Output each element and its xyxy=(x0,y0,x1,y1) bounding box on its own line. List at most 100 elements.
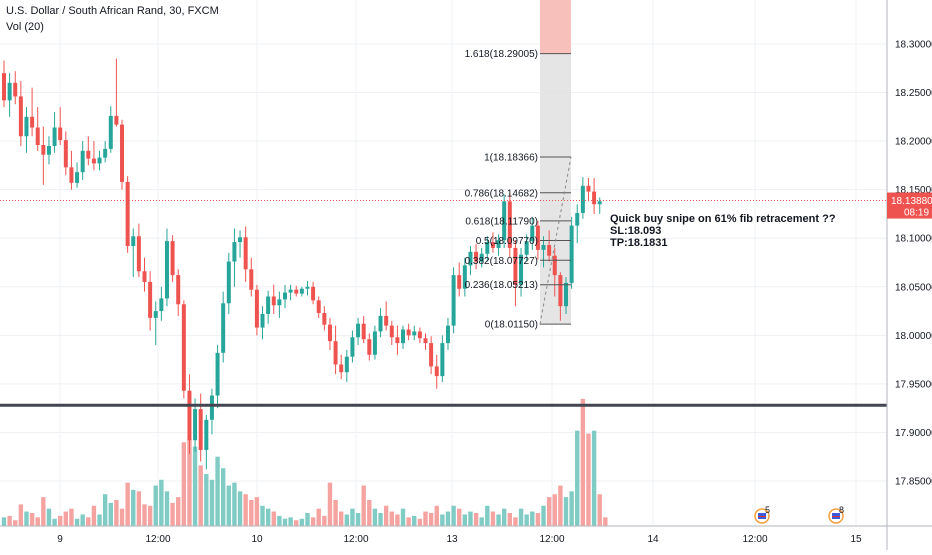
candle-body xyxy=(260,313,265,328)
candle-body xyxy=(575,212,580,226)
candle-body xyxy=(479,253,484,262)
volume-bar xyxy=(434,505,439,526)
fib-level-label: 0.786(18.14682) xyxy=(465,188,538,199)
candle-body xyxy=(502,201,507,241)
volume-bar xyxy=(29,513,35,526)
candle-body xyxy=(434,366,439,377)
candle-body xyxy=(294,289,299,294)
volume-bar xyxy=(462,514,468,526)
volume-bar xyxy=(288,517,293,526)
candle-body xyxy=(564,282,568,307)
symbol-title[interactable]: U.S. Dollar / South African Rand, 30, FX… xyxy=(6,5,219,17)
y-tick-label: 18.05000 xyxy=(895,282,932,293)
candle-body xyxy=(389,325,394,338)
candle-body xyxy=(136,236,141,272)
candle-body xyxy=(238,237,243,243)
candle-body xyxy=(429,343,434,367)
candle-body xyxy=(24,116,29,137)
candle-body xyxy=(316,300,321,313)
candle-body xyxy=(580,185,585,213)
candle-body xyxy=(142,271,147,282)
volume-bar xyxy=(552,494,557,526)
volume-bar xyxy=(530,511,535,526)
x-tick-label: 12:00 xyxy=(539,534,564,545)
candle-body xyxy=(204,419,209,450)
candle-body xyxy=(535,225,540,250)
candle-body xyxy=(333,341,338,365)
volume-bar xyxy=(58,515,63,526)
volume-bar xyxy=(597,494,602,526)
volume-indicator-label[interactable]: Vol (20) xyxy=(6,21,44,33)
candle-body xyxy=(440,343,445,377)
candle-body xyxy=(541,245,546,250)
volume-bar xyxy=(24,511,29,526)
x-tick-label: 15 xyxy=(850,534,862,545)
volume-bar xyxy=(417,518,423,526)
x-tick-label: 12:00 xyxy=(343,534,368,545)
note-stop-loss: SL:18.093 xyxy=(610,225,662,237)
candle-body xyxy=(86,150,91,159)
candle-body xyxy=(18,96,23,137)
volume-bar xyxy=(52,518,57,526)
volume-bar xyxy=(164,491,170,526)
candle-body xyxy=(401,329,406,344)
candle-body xyxy=(187,390,192,441)
volume-bar xyxy=(333,500,338,526)
candle-body xyxy=(496,240,501,248)
candle-body xyxy=(58,127,63,141)
volume-bar xyxy=(181,442,187,526)
note-line-1: Quick buy snipe on 61% fib retracement ?… xyxy=(610,213,836,225)
candle-body xyxy=(384,315,389,326)
volume-bar xyxy=(507,513,512,526)
volume-bar xyxy=(63,511,69,526)
volume-bar xyxy=(428,513,434,526)
candle-body xyxy=(277,299,282,306)
volume-bar xyxy=(159,479,164,526)
candle-body xyxy=(597,201,602,205)
volume-bar xyxy=(108,502,113,526)
y-tick-label: 18.00000 xyxy=(895,331,932,342)
volume-bar xyxy=(147,505,153,526)
volume-bar xyxy=(316,508,321,526)
volume-bar xyxy=(265,508,271,526)
volume-bar xyxy=(176,497,181,526)
fib-level-label: 0(18.01150) xyxy=(485,320,538,331)
candle-body xyxy=(30,116,35,128)
candle-body xyxy=(63,140,68,168)
price-tag-countdown: 08:19 xyxy=(904,208,929,219)
volume-bar xyxy=(187,439,192,526)
candle-body xyxy=(468,251,473,266)
candle-body xyxy=(176,275,181,305)
volume-bar xyxy=(102,494,108,526)
candle-body xyxy=(97,157,102,164)
x-tick-label: 13 xyxy=(446,534,458,545)
flag-stripe xyxy=(758,516,766,517)
candle-body xyxy=(114,115,119,125)
candle-body xyxy=(474,251,479,262)
grid-lines xyxy=(0,0,887,526)
volume-bar xyxy=(361,485,366,526)
candle-body xyxy=(13,82,18,97)
volume-bar xyxy=(46,508,52,526)
volume-bar xyxy=(13,520,18,526)
volume-bar xyxy=(260,505,265,526)
x-tick-label: 10 xyxy=(251,534,263,545)
fib-anchor-line xyxy=(539,156,572,325)
y-tick-label: 18.25000 xyxy=(895,88,932,99)
candle-body xyxy=(243,237,248,270)
volume-bar xyxy=(74,518,80,526)
volume-bar xyxy=(114,500,119,526)
volume-bar xyxy=(97,514,102,526)
candle-body xyxy=(266,296,271,314)
candle-body xyxy=(344,356,349,373)
candles xyxy=(2,58,602,470)
price-tag xyxy=(887,192,932,219)
volume-bar xyxy=(575,430,580,526)
candle-body xyxy=(164,241,169,299)
volume-bar xyxy=(479,517,484,526)
candle-body xyxy=(451,275,456,326)
